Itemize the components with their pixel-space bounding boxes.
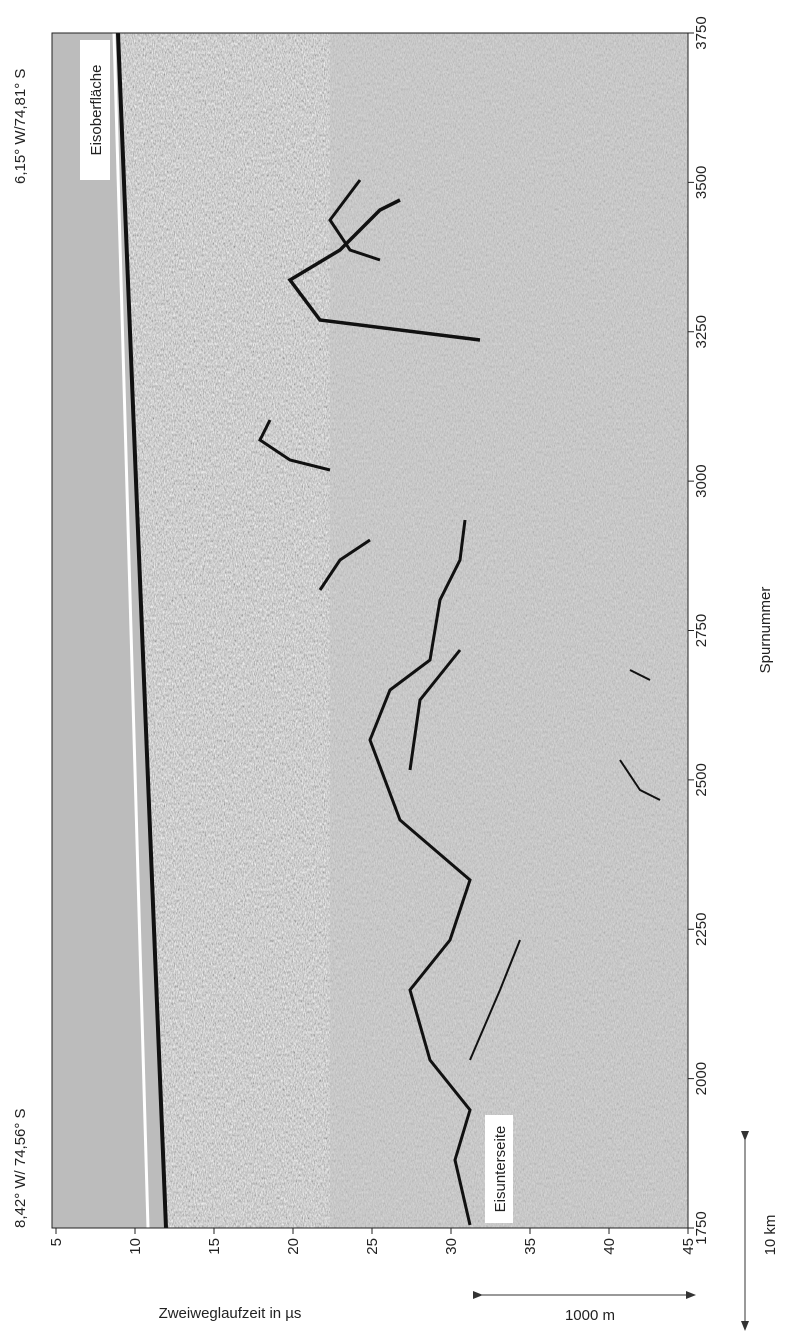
scale-label: 10 km: [762, 1215, 779, 1256]
x-tick-label: 10: [127, 1238, 144, 1255]
y-tick-label: 2500: [693, 763, 710, 796]
x-tick-label: 45: [680, 1238, 697, 1255]
x-axis-label: Zweiweglaufzeit in µs: [159, 1305, 302, 1322]
deep-region: [330, 33, 688, 1228]
reflectors: [258, 179, 661, 1226]
x-tick-label: 30: [443, 1238, 460, 1255]
x-tick-label: 15: [206, 1238, 223, 1255]
corner-label: 8,42° W/ 74,56° S: [12, 1108, 29, 1228]
y-tick-label: 3000: [693, 464, 710, 497]
x-tick-label: 40: [601, 1238, 618, 1255]
annotation: Eisoberfläche: [88, 65, 105, 156]
annotation-box: [80, 40, 110, 180]
surface-halo: [112, 32, 150, 1229]
scale-label: 1000 m: [565, 1307, 615, 1324]
radar-image: [51, 32, 689, 1229]
y-tick-label: 2750: [693, 614, 710, 647]
ice-surface: [116, 32, 168, 1229]
y-tick-label: 3750: [693, 16, 710, 49]
annotation: Eisunterseite: [492, 1126, 509, 1213]
y-tick-label: 1750: [693, 1211, 710, 1244]
y-tick-label: 2000: [693, 1062, 710, 1095]
annotation-box: [485, 1115, 513, 1223]
x-tick-label: 20: [285, 1238, 302, 1255]
x-tick-label: 25: [364, 1238, 381, 1255]
corner-label: 6,15° W/74,81° S: [12, 69, 29, 184]
x-tick-label: 5: [48, 1238, 65, 1246]
y-tick-label: 3250: [693, 315, 710, 348]
x-tick-label: 35: [522, 1238, 539, 1255]
y-axis-label: Spurnummer: [757, 587, 774, 674]
y-tick-label: 2250: [693, 913, 710, 946]
y-tick-label: 3500: [693, 166, 710, 199]
